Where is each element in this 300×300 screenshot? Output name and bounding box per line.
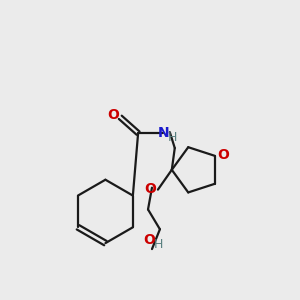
Text: H: H [154, 238, 164, 250]
Text: O: O [107, 108, 119, 122]
Text: H: H [168, 130, 178, 144]
Text: O: O [144, 182, 156, 196]
Text: O: O [217, 148, 229, 162]
Text: O: O [143, 233, 155, 247]
Text: N: N [158, 126, 170, 140]
